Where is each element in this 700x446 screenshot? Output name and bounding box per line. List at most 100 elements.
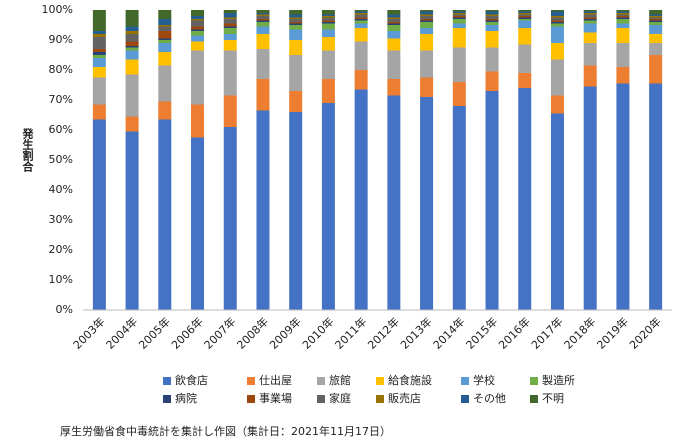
bar-segment — [518, 11, 532, 13]
bar-segment — [125, 41, 139, 46]
legend-label: 販売店 — [388, 391, 421, 405]
legend-label: 製造所 — [542, 373, 575, 387]
bar-segment — [485, 19, 499, 21]
bar-segment — [92, 67, 106, 78]
x-tick-label: 2018年 — [561, 314, 598, 351]
bar-segment — [321, 20, 335, 22]
bar-segment — [387, 22, 401, 24]
bar-segment — [223, 40, 237, 51]
bar-segment — [518, 13, 532, 15]
bar-segment — [616, 16, 630, 18]
bar-segment — [420, 16, 434, 19]
bar-segment — [550, 23, 564, 27]
bar-segment — [289, 55, 303, 91]
bar-segment — [420, 97, 434, 310]
bar-segment — [92, 34, 106, 37]
bar-segment — [321, 50, 335, 79]
bar-segment — [354, 41, 368, 70]
bar-segment — [583, 11, 597, 13]
bar-segment — [616, 11, 630, 13]
bar-segment — [289, 91, 303, 112]
bar-segment — [420, 77, 434, 97]
bar-segment — [125, 116, 139, 132]
bar-segment — [452, 13, 466, 15]
legend-marker — [247, 395, 255, 403]
bar-segment — [191, 26, 205, 30]
legend-label: 学校 — [473, 373, 495, 387]
bar-segment — [125, 47, 139, 51]
legend-label: 不明 — [542, 392, 564, 405]
bar-segment — [387, 95, 401, 310]
y-tick-label: 10% — [49, 273, 73, 286]
bar-segment — [485, 22, 499, 25]
bar-segment — [387, 25, 401, 31]
bar-segment — [223, 23, 237, 27]
bar-segment — [256, 10, 270, 13]
bar-segment — [485, 25, 499, 31]
bar-segment — [191, 41, 205, 51]
bar-segment — [191, 35, 205, 42]
bar-segment — [125, 10, 139, 27]
bar-segment — [92, 52, 106, 55]
y-tick-label: 50% — [49, 153, 73, 166]
bar-segment — [92, 104, 106, 120]
x-tick-label: 2003年 — [70, 314, 107, 351]
bar-segment — [191, 137, 205, 310]
bar-segment — [649, 16, 663, 18]
bar-segment — [92, 37, 106, 49]
legend-marker — [163, 395, 171, 403]
bar-segment — [387, 79, 401, 96]
bar-segment — [354, 19, 368, 21]
bar-segment — [583, 10, 597, 12]
bar-segment — [550, 95, 564, 114]
y-tick-label: 60% — [49, 123, 73, 136]
bar-segment — [452, 17, 466, 19]
bar-segment — [191, 20, 205, 27]
bar-segment — [354, 28, 368, 42]
bar-segment — [223, 19, 237, 24]
bar-segment — [550, 20, 564, 22]
bar-segment — [223, 26, 237, 28]
bar-segment — [616, 23, 630, 28]
bar-segment — [550, 43, 564, 60]
bar-segment — [387, 50, 401, 79]
bar-segment — [321, 103, 335, 310]
x-tick-label: 2011年 — [332, 314, 369, 351]
legend-label: 仕出屋 — [259, 373, 292, 387]
bar-segment — [550, 113, 564, 310]
bar-segment — [420, 10, 434, 12]
bar-segment — [420, 14, 434, 16]
bar-segment — [485, 91, 499, 310]
x-tick-label: 2014年 — [430, 314, 467, 351]
y-tick-label: 40% — [49, 183, 73, 196]
bar-segment — [223, 127, 237, 310]
bar-segment — [616, 14, 630, 16]
bar-segment — [125, 46, 139, 48]
bar-segment — [387, 38, 401, 51]
bar-segment — [387, 31, 401, 39]
bar-segment — [452, 47, 466, 82]
bar-segment — [321, 23, 335, 30]
bar-segment — [92, 49, 106, 52]
bar-segment — [125, 74, 139, 117]
legend-marker — [317, 395, 325, 403]
legend-label: その他 — [473, 392, 506, 405]
bar-segment — [158, 65, 172, 102]
bar-segment — [583, 86, 597, 310]
bar-segment — [92, 10, 106, 31]
bar-segment — [223, 50, 237, 96]
bar-segment — [191, 31, 205, 36]
bar-segment — [125, 26, 139, 31]
legend-marker — [461, 377, 469, 385]
bar-segment — [321, 29, 335, 37]
bar-segment — [616, 17, 630, 19]
bar-segment — [92, 31, 106, 34]
bar-segment — [616, 13, 630, 15]
bar-segment — [649, 22, 663, 25]
y-axis-label: 発生割合 — [21, 127, 35, 173]
bar-segment — [289, 10, 303, 15]
bar-segment — [616, 10, 630, 12]
bar-segment — [158, 101, 172, 120]
x-tick-label: 2007年 — [201, 314, 238, 351]
